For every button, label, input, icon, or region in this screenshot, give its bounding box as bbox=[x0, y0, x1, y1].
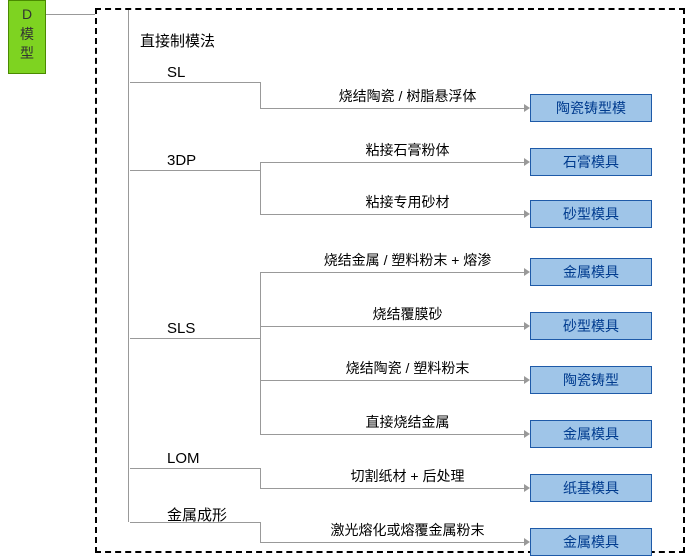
method-underline-lom bbox=[130, 468, 260, 469]
process-label-sls-3: 直接烧结金属 bbox=[295, 412, 520, 432]
process-label-3dp-1: 粘接专用砂材 bbox=[295, 192, 520, 212]
connector-root bbox=[46, 14, 95, 15]
process-label-sl-0: 烧结陶瓷 / 树脂悬浮体 bbox=[295, 86, 520, 106]
branch-vline-sl bbox=[260, 82, 261, 108]
method-label-sls: SLS bbox=[167, 320, 195, 337]
row-line-lom-0 bbox=[260, 488, 524, 489]
output-box-lom-0: 纸基模具 bbox=[530, 474, 652, 502]
root-char: 模 bbox=[15, 25, 39, 45]
process-label-sls-2: 烧结陶瓷 / 塑料粉末 bbox=[295, 358, 520, 378]
trunk-line bbox=[128, 10, 129, 522]
group-title: 直接制模法 bbox=[140, 30, 215, 51]
method-underline-sls bbox=[130, 338, 260, 339]
output-box-sls-3: 金属模具 bbox=[530, 420, 652, 448]
row-line-sls-2 bbox=[260, 380, 524, 381]
branch-vline-3dp bbox=[260, 162, 261, 214]
row-line-sls-0 bbox=[260, 272, 524, 273]
process-label-lom-0: 切割纸材 + 后处理 bbox=[295, 466, 520, 486]
row-line-metal-0 bbox=[260, 542, 524, 543]
row-line-sl-0 bbox=[260, 108, 524, 109]
method-label-3dp: 3DP bbox=[167, 152, 196, 169]
root-char: D bbox=[15, 5, 39, 25]
method-underline-metal bbox=[130, 522, 260, 523]
method-underline-3dp bbox=[130, 170, 260, 171]
output-box-metal-0: 金属模具 bbox=[530, 528, 652, 556]
row-line-sls-3 bbox=[260, 434, 524, 435]
row-line-sls-1 bbox=[260, 326, 524, 327]
output-box-3dp-1: 砂型模具 bbox=[530, 200, 652, 228]
output-box-sls-2: 陶瓷铸型 bbox=[530, 366, 652, 394]
row-line-3dp-0 bbox=[260, 162, 524, 163]
process-label-sls-0: 烧结金属 / 塑料粉末 + 熔渗 bbox=[295, 250, 520, 270]
method-underline-sl bbox=[130, 82, 260, 83]
output-box-sl-0: 陶瓷铸型模 bbox=[530, 94, 652, 122]
root-char: 型 bbox=[15, 44, 39, 64]
output-box-3dp-0: 石膏模具 bbox=[530, 148, 652, 176]
method-label-sl: SL bbox=[167, 64, 185, 81]
row-line-3dp-1 bbox=[260, 214, 524, 215]
process-label-sls-1: 烧结覆膜砂 bbox=[295, 304, 520, 324]
branch-vline-sls bbox=[260, 272, 261, 434]
branch-vline-lom bbox=[260, 468, 261, 488]
output-box-sls-1: 砂型模具 bbox=[530, 312, 652, 340]
branch-vline-metal bbox=[260, 522, 261, 542]
root-node-3d-model: D模型 bbox=[8, 0, 46, 74]
output-box-sls-0: 金属模具 bbox=[530, 258, 652, 286]
process-label-3dp-0: 粘接石膏粉体 bbox=[295, 140, 520, 160]
method-label-lom: LOM bbox=[167, 450, 200, 467]
process-label-metal-0: 激光熔化或熔覆金属粉末 bbox=[295, 520, 520, 540]
